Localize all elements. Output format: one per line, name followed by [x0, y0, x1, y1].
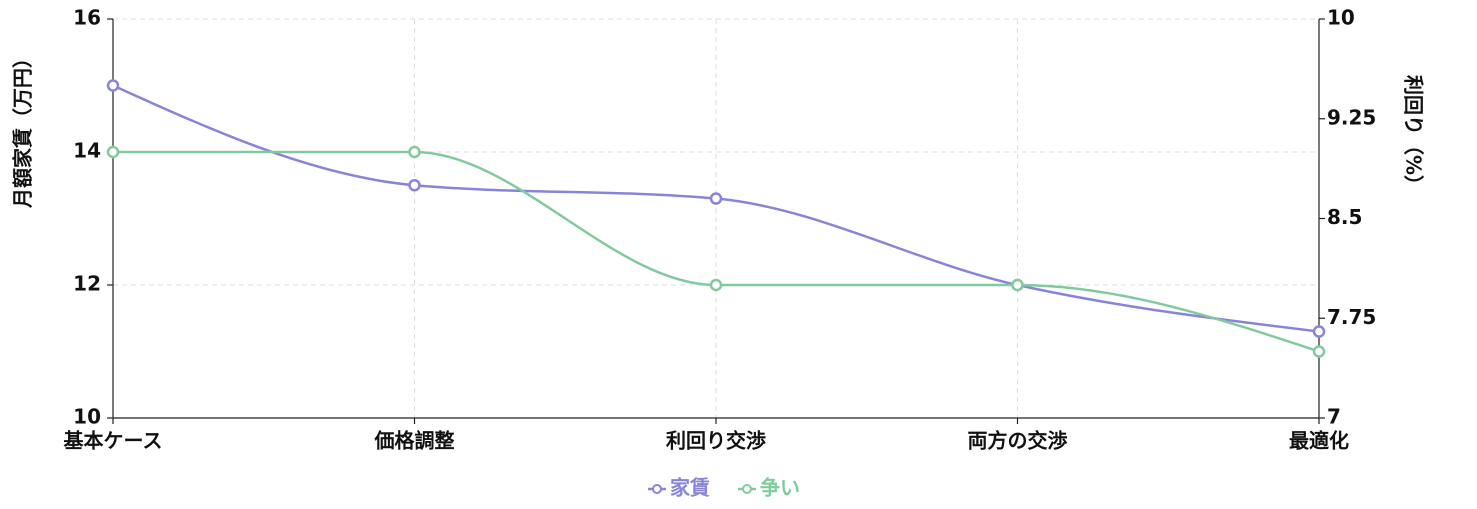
y2-tick-label: 7.75	[1327, 305, 1376, 329]
data-point	[408, 179, 421, 192]
legend-icon	[652, 484, 662, 494]
x-tick-label: 両方の交渉	[968, 429, 1068, 453]
data-point	[106, 79, 120, 92]
legend-icon	[742, 484, 752, 494]
y-axis-title: 月額家賃（万円）	[11, 48, 35, 209]
x-tick-label: 最適化	[1289, 429, 1349, 453]
data-point	[709, 192, 723, 205]
data-point	[709, 278, 723, 292]
y2-tick-label: 8.5	[1327, 205, 1362, 229]
y2-axis-title: 利回り（%）	[1402, 75, 1426, 195]
x-tick-label: 基本ケース	[64, 429, 163, 453]
y2-tick-label: 10	[1327, 6, 1355, 30]
data-point	[1312, 325, 1326, 338]
x-tick-label: 価格調整	[374, 429, 455, 453]
data-point	[1011, 278, 1024, 292]
y2-tick-label: 9.25	[1327, 105, 1376, 129]
y-tick-label: 16	[73, 6, 101, 30]
y-tick-label: 14	[73, 139, 101, 163]
data-point	[1312, 345, 1326, 358]
y2-tick-label: 7	[1327, 405, 1341, 429]
legend-label: 家賃	[670, 476, 710, 500]
legend-label: 争い	[760, 476, 800, 500]
y-tick-label: 10	[73, 405, 101, 429]
y-tick-label: 12	[73, 272, 101, 296]
data-point	[106, 145, 120, 159]
x-tick-label: 利回り交渉	[666, 429, 766, 453]
data-point	[408, 145, 421, 159]
